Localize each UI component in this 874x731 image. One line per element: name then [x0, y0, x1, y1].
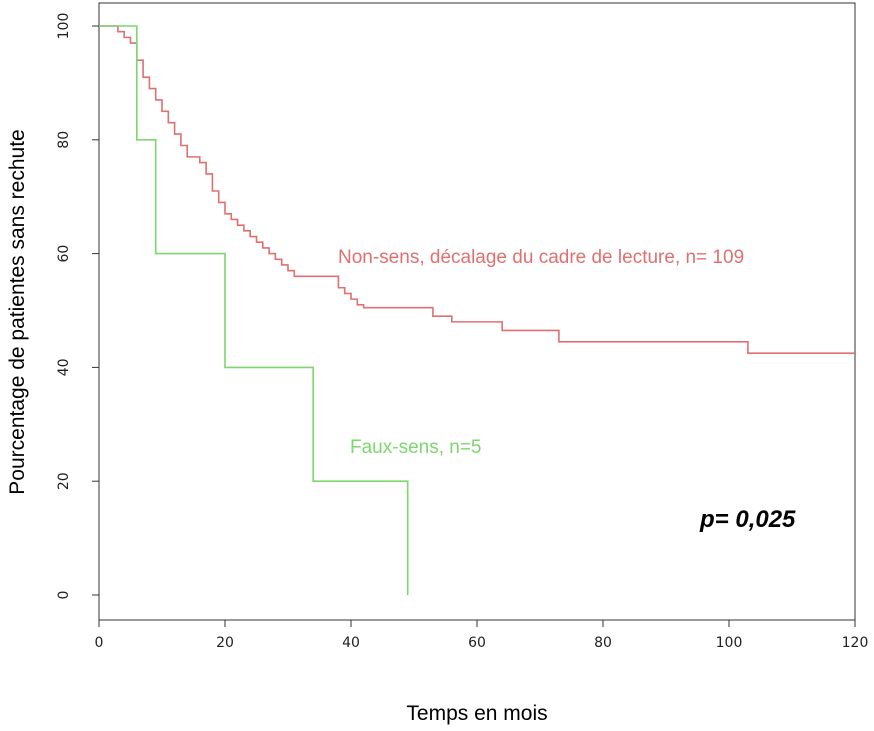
y-tick-label: 40 — [56, 358, 72, 376]
x-tick-label: 120 — [842, 635, 869, 651]
x-axis-title: Temps en mois — [406, 702, 547, 725]
series-label-non-sens: Non-sens, décalage du cadre de lecture, … — [338, 247, 744, 268]
x-tick-label: 80 — [594, 635, 612, 651]
x-tick-label: 20 — [216, 635, 234, 651]
y-tick-label: 80 — [56, 131, 72, 149]
y-axis: 0 20 40 60 80 100 — [56, 13, 99, 600]
series-label-faux-sens: Faux-sens, n=5 — [350, 437, 482, 458]
y-axis-title: Pourcentage de patientes sans rechute — [6, 129, 29, 494]
series-layer — [99, 25, 855, 595]
x-tick-label: 60 — [468, 635, 486, 651]
x-axis: 0 20 40 60 80 100 120 — [95, 620, 869, 651]
x-tick-label: 0 — [95, 635, 104, 651]
y-tick-label: 100 — [56, 13, 72, 40]
y-tick-label: 60 — [56, 245, 72, 263]
series-line-non-sens — [99, 25, 855, 354]
y-tick-label: 0 — [56, 591, 72, 600]
x-tick-label: 100 — [716, 635, 743, 651]
series-line-faux-sens — [99, 25, 409, 595]
x-tick-label: 40 — [342, 635, 360, 651]
y-tick-label: 20 — [56, 472, 72, 490]
p-value-annotation: p= 0,025 — [699, 506, 796, 533]
